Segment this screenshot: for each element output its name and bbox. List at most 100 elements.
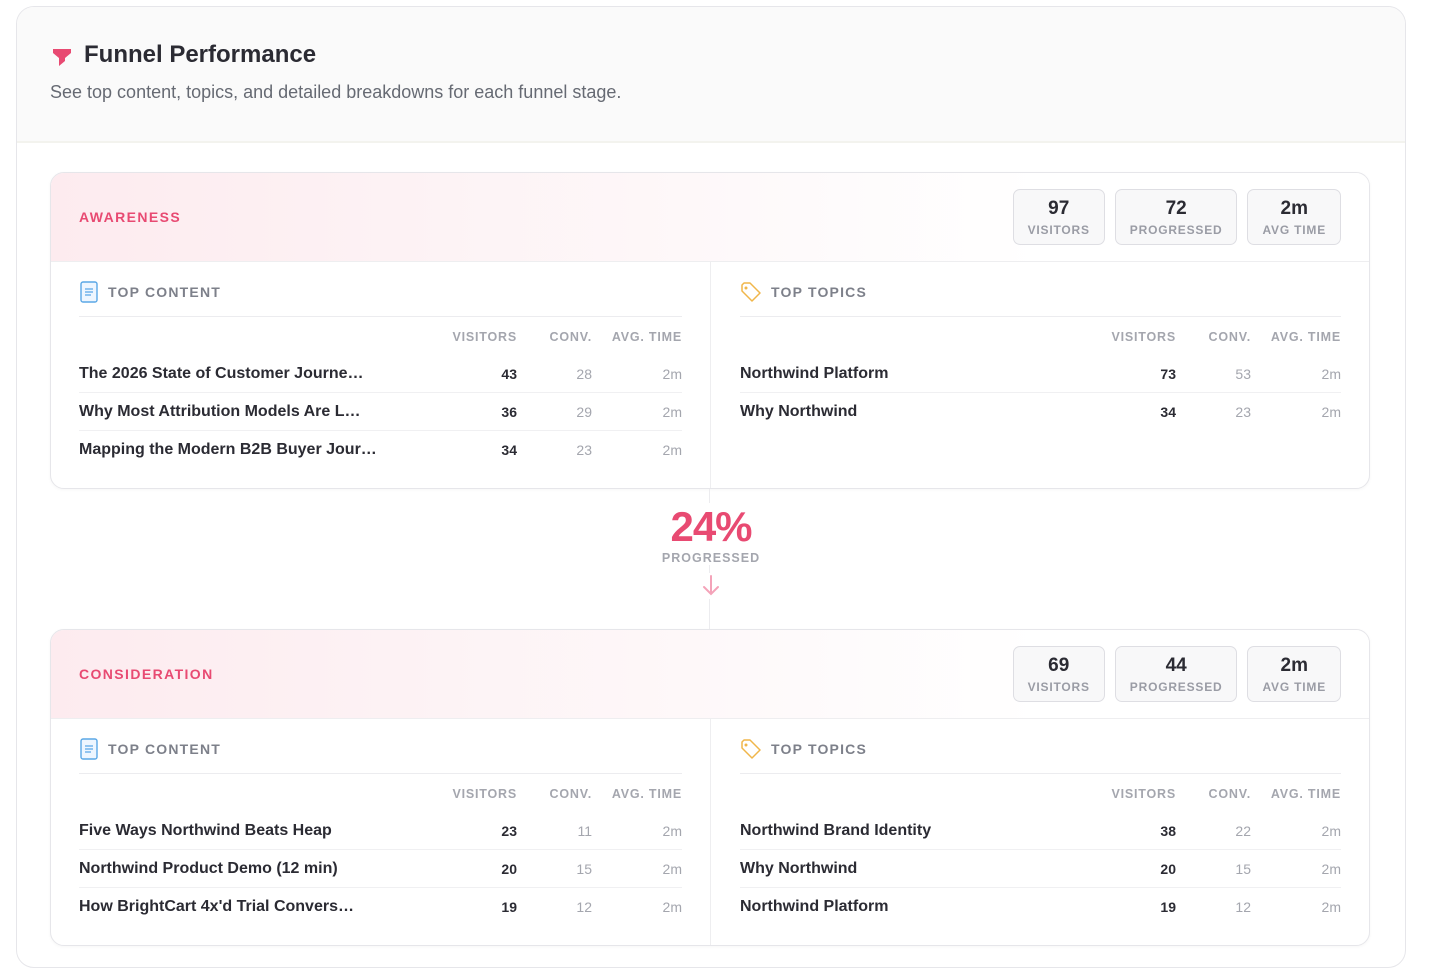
row-cell: 53 <box>1235 365 1251 382</box>
stage-stats: 69 VISITORS 44 PROGRESSED 2m AVG TIME <box>1012 646 1341 702</box>
column-header: CONV. <box>1208 330 1251 344</box>
stat-label: AVG TIME <box>1262 679 1326 694</box>
row-cell: 2m <box>662 822 682 839</box>
panel-title: TOP CONTENT <box>79 280 682 317</box>
row-cell: 15 <box>576 860 592 877</box>
table-row: Why Northwind 20 15 2m <box>740 849 1341 887</box>
stat-box: 72 PROGRESSED <box>1114 189 1238 245</box>
stage-stats: 97 VISITORS 72 PROGRESSED 2m AVG TIME <box>1012 189 1341 245</box>
stage-panels: TOP CONTENT VISITORS CONV. AVG. TIME The 202… <box>51 262 1369 488</box>
row-cell: 2m <box>662 898 682 915</box>
row-cell: 23 <box>1235 403 1251 420</box>
stage-name: CONSIDERATION <box>79 666 214 682</box>
row-cell: 20 <box>1160 860 1176 877</box>
column-header: CONV. <box>549 787 592 801</box>
column-header: AVG. TIME <box>611 330 682 344</box>
row-name: How BrightCart 4x'd Trial Convers… <box>79 897 354 915</box>
row-cell: 19 <box>501 898 517 915</box>
table-row: How BrightCart 4x'd Trial Convers… 19 12 2m <box>79 887 682 925</box>
stat-value: 2m <box>1280 654 1308 676</box>
stat-box: 69 VISITORS <box>1012 646 1105 702</box>
stat-box: 97 VISITORS <box>1012 189 1105 245</box>
table-row: Northwind Product Demo (12 min) 20 15 2m <box>79 849 682 887</box>
row-cell: 15 <box>1235 860 1251 877</box>
stat-box: 2m AVG TIME <box>1247 646 1341 702</box>
panel: TOP TOPICS VISITORS CONV. AVG. TIME Northwin… <box>710 719 1369 945</box>
stages: AWARENESS 97 VISITORS 72 PROGRESSED 2m AVG TIM… <box>17 143 1405 946</box>
stat-label: PROGRESSED <box>1129 679 1223 694</box>
row-cell: 2m <box>1321 898 1341 915</box>
panel-title-text: TOP CONTENT <box>108 284 222 300</box>
row-cell: 2m <box>662 441 682 458</box>
row-name: Northwind Product Demo (12 min) <box>79 859 338 877</box>
arrow <box>50 551 1372 599</box>
panel-title: TOP CONTENT <box>79 737 682 774</box>
stat-value: 72 <box>1165 197 1187 219</box>
column-headers: VISITORS CONV. AVG. TIME <box>740 776 1341 812</box>
column-header: CONV. <box>549 330 592 344</box>
row-name: Northwind Platform <box>740 364 889 382</box>
row-name: Why Northwind <box>740 859 858 877</box>
stat-box: 2m AVG TIME <box>1247 189 1341 245</box>
stat-label: PROGRESSED <box>1129 222 1223 237</box>
row-name: Five Ways Northwind Beats Heap <box>79 821 332 839</box>
panel-title-text: TOP TOPICS <box>771 741 868 757</box>
column-header: VISITORS <box>1111 787 1176 801</box>
column-header: AVG. TIME <box>611 787 682 801</box>
progress-rate: 24% <box>666 503 756 551</box>
panel: TOP CONTENT VISITORS CONV. AVG. TIME The 202… <box>51 262 710 488</box>
row-cell: 2m <box>662 860 682 877</box>
row-name: Northwind Platform <box>740 897 889 915</box>
table-row: Northwind Platform 73 53 2m <box>740 355 1341 392</box>
row-name: Why Northwind <box>740 402 858 420</box>
row-cell: 38 <box>1160 822 1176 839</box>
transition: 24% PROGRESSED <box>50 489 1372 629</box>
subtitle: See top content, topics, and detailed br… <box>50 82 622 102</box>
row-cell: 2m <box>1321 365 1341 382</box>
stage-name: AWARENESS <box>79 209 182 225</box>
row-cell: 2m <box>1321 403 1341 420</box>
stat-value: 69 <box>1048 654 1070 676</box>
stat-label: VISITORS <box>1027 222 1090 237</box>
panel-title-text: TOP TOPICS <box>771 284 868 300</box>
table-row: Why Northwind 34 23 2m <box>740 392 1341 430</box>
row-cell: 23 <box>576 441 592 458</box>
table-row: Why Most Attribution Models Are L… 36 29 2m <box>79 392 682 430</box>
stage-header: AWARENESS 97 VISITORS 72 PROGRESSED 2m AVG TIM… <box>51 173 1369 262</box>
row-cell: 2m <box>1321 860 1341 877</box>
stat-value: 2m <box>1280 197 1308 219</box>
table-row: Northwind Brand Identity 38 22 2m <box>740 812 1341 849</box>
table-row: Mapping the Modern B2B Buyer Jour… 34 23 2m <box>79 430 682 468</box>
column-header: AVG. TIME <box>1270 330 1341 344</box>
stage-header: CONSIDERATION 69 VISITORS 44 PROGRESSED 2m AVG… <box>51 630 1369 719</box>
column-header: AVG. TIME <box>1270 787 1341 801</box>
row-cell: 73 <box>1160 365 1176 382</box>
stat-value: 44 <box>1165 654 1187 676</box>
title: Funnel Performance <box>84 41 317 68</box>
row-cell: 19 <box>1160 898 1176 915</box>
row-cell: 28 <box>576 365 592 382</box>
stage-card: CONSIDERATION 69 VISITORS 44 PROGRESSED 2m AVG… <box>50 629 1370 946</box>
row-name: Why Most Attribution Models Are L… <box>79 402 361 420</box>
row-name: Mapping the Modern B2B Buyer Jour… <box>79 440 377 458</box>
column-header: CONV. <box>1208 787 1251 801</box>
row-cell: 29 <box>576 403 592 420</box>
column-headers: VISITORS CONV. AVG. TIME <box>79 319 682 355</box>
funnel-icon <box>53 49 71 66</box>
row-name: The 2026 State of Customer Journe… <box>79 364 364 382</box>
stage-card: AWARENESS 97 VISITORS 72 PROGRESSED 2m AVG TIM… <box>50 172 1370 489</box>
row-cell: 2m <box>662 403 682 420</box>
row-cell: 11 <box>577 822 592 839</box>
row-cell: 2m <box>662 365 682 382</box>
stat-label: AVG TIME <box>1262 222 1326 237</box>
row-cell: 12 <box>1235 898 1251 915</box>
table-row: The 2026 State of Customer Journe… 43 28 2m <box>79 355 682 392</box>
card-header: Funnel Performance See top content, topi… <box>17 7 1405 143</box>
stat-value: 97 <box>1048 197 1070 219</box>
column-headers: VISITORS CONV. AVG. TIME <box>740 319 1341 355</box>
progress-label: PROGRESSED <box>651 551 771 565</box>
column-header: VISITORS <box>452 787 517 801</box>
stat-box: 44 PROGRESSED <box>1114 646 1238 702</box>
column-header: VISITORS <box>452 330 517 344</box>
row-cell: 34 <box>501 441 517 458</box>
